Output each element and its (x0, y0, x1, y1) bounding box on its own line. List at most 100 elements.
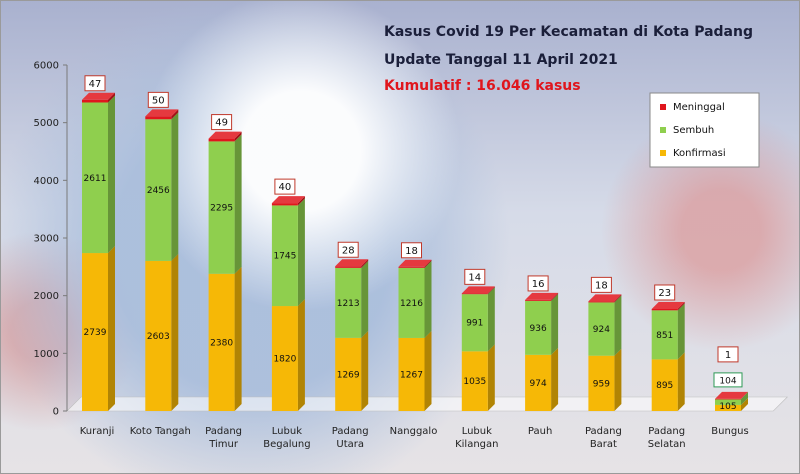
data-label-box-meninggal (590, 276, 612, 293)
y-tick-label: 4000 (34, 176, 59, 187)
bar-sembuh (145, 119, 172, 261)
bar-top (145, 109, 179, 117)
data-label-konfirmasi: 895 (656, 381, 673, 391)
bar-sembuh (651, 310, 678, 360)
bar-meninggal (208, 138, 235, 142)
bar-sembuh (271, 205, 298, 307)
legend-swatch-meninggal (660, 104, 666, 110)
cumulative-total: Kumulatif : 16.046 kasus (384, 78, 581, 94)
bar-side-sembuh (424, 260, 432, 338)
y-tick-label: 5000 (34, 118, 59, 129)
data-label-meninggal: 1 (725, 350, 731, 361)
bar-sembuh (208, 141, 235, 274)
bar-side-meninggal (361, 259, 369, 268)
data-label-sembuh: 2611 (84, 174, 107, 184)
data-label-box-meninggal (401, 242, 422, 259)
bar-side-meninggal (297, 196, 305, 206)
data-label-sembuh: 1745 (273, 252, 296, 262)
y-tick-label: 3000 (34, 234, 59, 245)
bar-konfirmasi (145, 260, 172, 411)
data-label-box-meninggal (211, 114, 233, 131)
bar-side-meninggal (234, 131, 242, 142)
y-tick-label: 2000 (34, 291, 59, 302)
bar-side-meninggal (108, 92, 115, 103)
bar-meninggal (525, 299, 552, 301)
bar-side-sembuh (614, 295, 622, 356)
data-label-box-sembuh (713, 372, 743, 388)
legend-label-sembuh: Sembuh (673, 125, 714, 136)
category-label: Padang (585, 426, 622, 437)
legend-swatch-sembuh (660, 127, 666, 133)
bar-side-sembuh (171, 112, 179, 261)
bar-side-konfirmasi (614, 348, 622, 411)
bar-meninggal (715, 398, 741, 400)
bar-meninggal (398, 266, 425, 268)
data-label-box-meninggal (84, 75, 106, 92)
bar-side-konfirmasi (108, 246, 115, 411)
bar-side-sembuh (741, 391, 748, 405)
bar-konfirmasi (398, 337, 425, 411)
category-label: Lubuk (462, 426, 492, 437)
data-label-meninggal: 14 (468, 272, 481, 283)
bar-side-meninggal (551, 292, 559, 301)
bar-meninggal (651, 308, 678, 311)
bar-side-konfirmasi (551, 347, 559, 411)
category-label: Lubuk (272, 426, 302, 437)
bar-top (651, 301, 685, 309)
data-label-meninggal: 18 (405, 246, 418, 257)
bar-konfirmasi (82, 253, 108, 411)
bar-top (271, 196, 305, 204)
bar-konfirmasi (588, 355, 615, 411)
bar-side-meninggal (614, 294, 622, 303)
x-axis-labels: Kuranji Koto Tangah Padang Timur Lubuk Begalu… (80, 426, 749, 450)
data-label-konfirmasi: 1269 (337, 370, 360, 380)
bar-sembuh (525, 300, 552, 355)
data-label-konfirmasi: 1820 (273, 355, 296, 365)
y-tick-label: 6000 (34, 61, 59, 72)
category-label: Nanggalo (390, 426, 438, 437)
data-label-box-meninggal (717, 346, 739, 363)
data-label-box-meninggal (274, 178, 296, 195)
bar-meninggal (145, 116, 172, 120)
data-label-meninggal: 28 (342, 245, 355, 256)
data-label-meninggal: 47 (89, 79, 102, 90)
data-label-sembuh: 104 (719, 376, 736, 386)
bar-top (715, 391, 748, 399)
legend-label-meninggal: Meninggal (673, 102, 725, 113)
bar-side-konfirmasi (741, 397, 748, 411)
category-label: Koto Tangah (130, 426, 191, 437)
data-label-sembuh: 991 (466, 319, 483, 329)
bar-side-sembuh (487, 287, 495, 352)
category-label: Timur (208, 439, 239, 450)
bar-side-meninggal (424, 259, 432, 268)
data-label-sembuh: 1213 (337, 299, 360, 309)
bar-sembuh (715, 398, 741, 405)
bar-meninggal (335, 266, 362, 268)
bar-konfirmasi (461, 351, 488, 411)
bar-top (208, 131, 242, 139)
bar-meninggal (588, 301, 615, 303)
y-tick-label: 0 (53, 407, 59, 418)
bar-sembuh (461, 294, 488, 352)
bar-sembuh (398, 267, 425, 338)
bar-side-sembuh (677, 303, 685, 360)
category-label: Selatan (648, 439, 686, 450)
data-label-meninggal: 40 (279, 182, 292, 193)
bar-top (398, 259, 432, 267)
bar-side-sembuh (234, 134, 242, 274)
bar-side-konfirmasi (297, 299, 305, 411)
data-label-konfirmasi: 2380 (210, 338, 233, 348)
chart-subtitle: Update Tanggal 11 April 2021 (384, 52, 618, 68)
legend-box (649, 92, 760, 168)
data-label-sembuh: 2456 (147, 186, 170, 196)
bar-meninggal (82, 99, 108, 103)
bar-side-meninggal (487, 286, 495, 295)
category-label: Padang (205, 426, 242, 437)
bar-top (461, 286, 495, 294)
category-label: Utara (336, 439, 364, 450)
data-label-konfirmasi: 1267 (400, 370, 423, 380)
bar-side-sembuh (551, 293, 559, 355)
data-label-meninggal: 50 (152, 95, 165, 106)
bar-konfirmasi (525, 354, 552, 411)
